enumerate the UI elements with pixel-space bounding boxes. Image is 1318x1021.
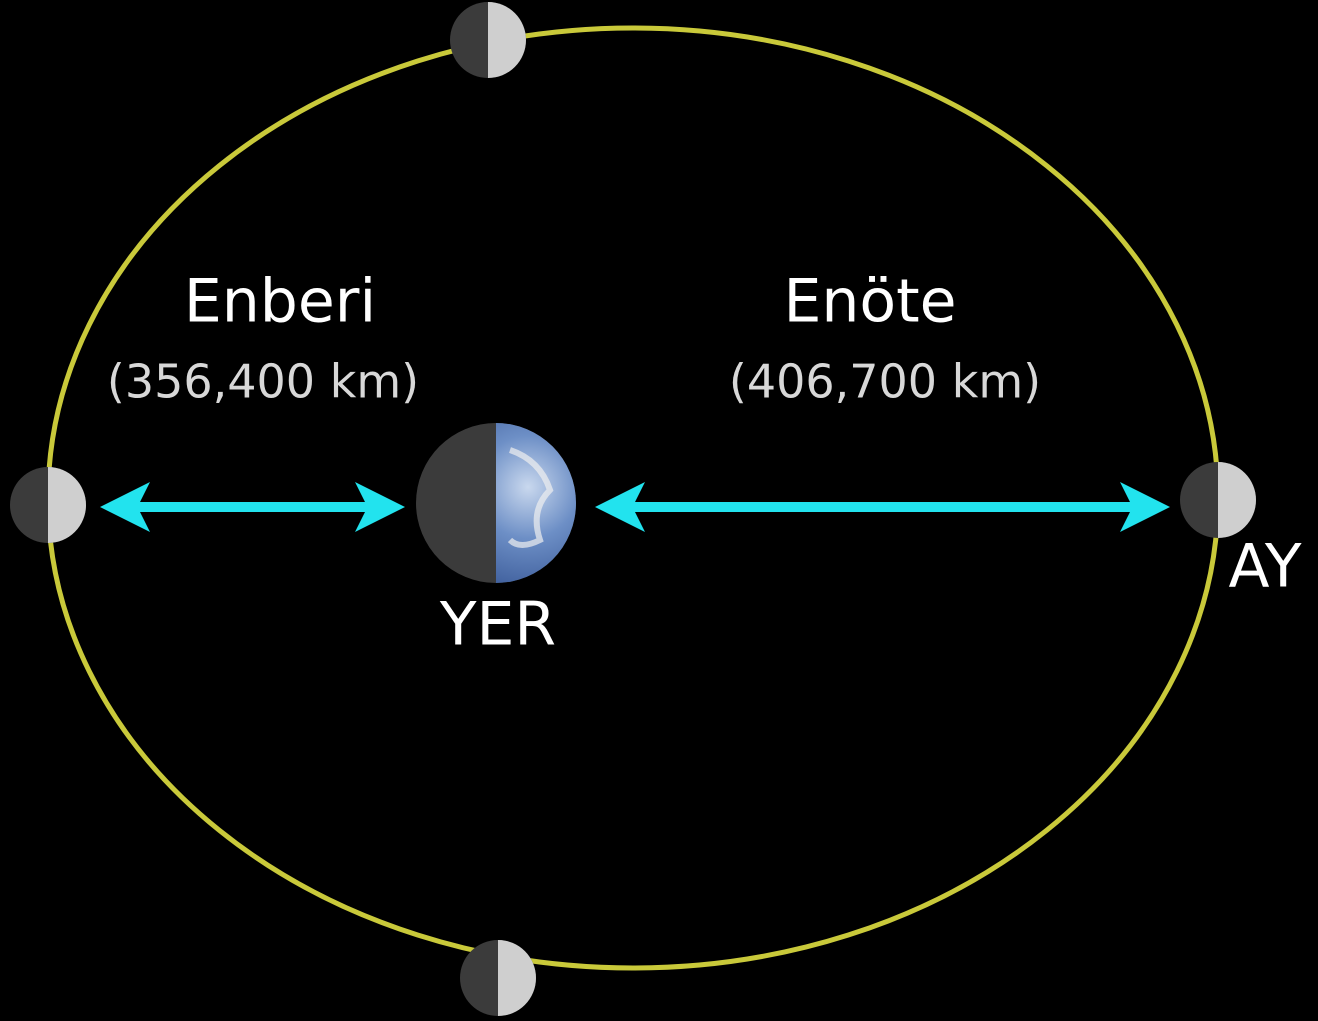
moon-bottom: [460, 940, 536, 1016]
moon-left: [10, 467, 86, 543]
apogee-label: Enöte: [783, 267, 956, 337]
orbit-diagram: Enberi (356,400 km) Enöte (406,700 km) Y…: [0, 0, 1318, 1021]
apogee-distance: (406,700 km): [729, 355, 1041, 409]
earth: [416, 423, 576, 583]
moon-label: AY: [1228, 532, 1301, 602]
perigee-distance: (356,400 km): [107, 355, 419, 409]
earth-label: YER: [439, 590, 556, 660]
perigee-label: Enberi: [184, 267, 376, 337]
moon-right: [1180, 462, 1256, 538]
moon-top: [450, 2, 526, 78]
